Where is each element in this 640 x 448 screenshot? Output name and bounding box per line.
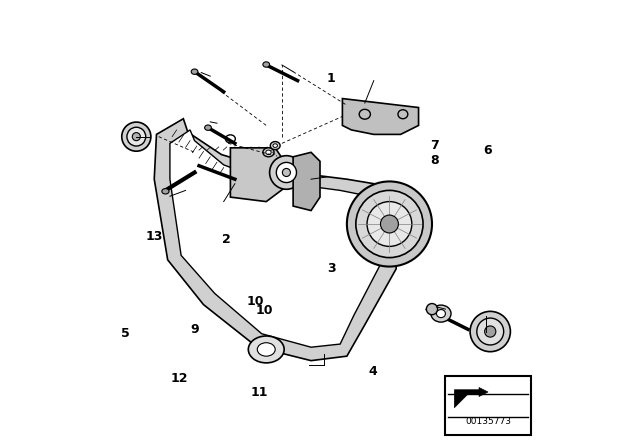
Polygon shape: [342, 99, 419, 134]
Text: 9: 9: [190, 323, 199, 336]
Ellipse shape: [263, 62, 269, 67]
Text: 1: 1: [327, 72, 335, 85]
Polygon shape: [293, 152, 320, 211]
Text: 10: 10: [246, 295, 264, 308]
Ellipse shape: [367, 202, 412, 246]
Ellipse shape: [257, 343, 275, 356]
Ellipse shape: [273, 144, 278, 147]
Text: 8: 8: [430, 154, 438, 167]
Ellipse shape: [269, 156, 303, 190]
Ellipse shape: [470, 311, 511, 352]
Ellipse shape: [266, 150, 271, 155]
Ellipse shape: [276, 163, 296, 183]
Ellipse shape: [122, 122, 151, 151]
Text: 3: 3: [327, 262, 335, 276]
Ellipse shape: [484, 326, 496, 337]
Text: 7: 7: [430, 139, 438, 152]
Text: 2: 2: [221, 233, 230, 246]
Ellipse shape: [191, 69, 198, 74]
Polygon shape: [154, 119, 396, 361]
Ellipse shape: [127, 127, 146, 146]
Ellipse shape: [431, 305, 451, 322]
Ellipse shape: [248, 336, 284, 363]
Ellipse shape: [263, 148, 274, 157]
Ellipse shape: [270, 142, 280, 150]
Bar: [445, 376, 531, 435]
Ellipse shape: [477, 318, 504, 345]
Ellipse shape: [282, 168, 291, 177]
Text: 00135773: 00135773: [465, 417, 511, 426]
Text: 6: 6: [484, 143, 492, 157]
Text: 5: 5: [121, 327, 129, 340]
Ellipse shape: [436, 310, 445, 318]
Ellipse shape: [347, 181, 432, 267]
Ellipse shape: [356, 190, 423, 258]
Text: 12: 12: [170, 372, 188, 385]
Polygon shape: [230, 148, 284, 202]
Polygon shape: [454, 388, 488, 408]
Ellipse shape: [205, 125, 211, 130]
Text: 4: 4: [369, 365, 377, 379]
Ellipse shape: [426, 304, 438, 314]
Ellipse shape: [132, 133, 140, 141]
Text: 10: 10: [255, 303, 273, 317]
Ellipse shape: [162, 189, 169, 194]
Ellipse shape: [380, 215, 398, 233]
Text: 13: 13: [145, 230, 163, 243]
Text: 11: 11: [251, 386, 268, 400]
Polygon shape: [170, 130, 380, 347]
